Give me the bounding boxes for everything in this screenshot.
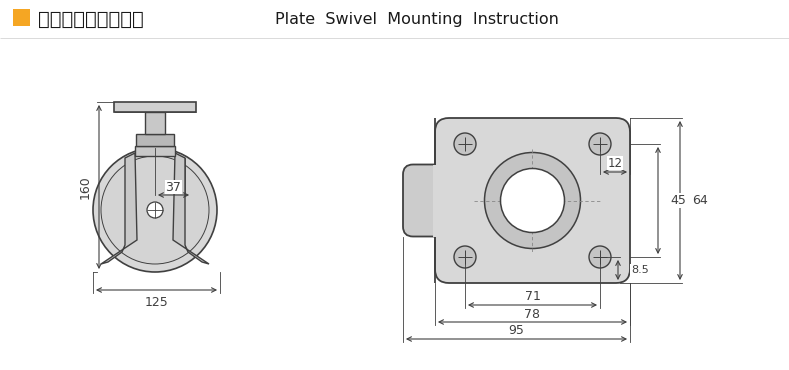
Text: 160: 160 (78, 175, 92, 199)
Text: Plate  Swivel  Mounting  Instruction: Plate Swivel Mounting Instruction (275, 11, 559, 27)
Text: 78: 78 (525, 307, 540, 320)
Text: 37: 37 (166, 181, 181, 194)
Circle shape (589, 133, 611, 155)
Text: 125: 125 (144, 296, 168, 309)
Polygon shape (101, 153, 137, 264)
Bar (114, 102, 196, 112)
Bar (13, 9, 30, 26)
FancyBboxPatch shape (435, 118, 630, 283)
Circle shape (454, 133, 476, 155)
Circle shape (500, 168, 564, 232)
Bar (145, 112, 165, 134)
Text: 45: 45 (670, 194, 686, 207)
Bar (433, 165, 451, 236)
Text: 8.5: 8.5 (631, 265, 649, 275)
Bar (135, 146, 175, 156)
Text: 平顶万向安装尺寸图: 平顶万向安装尺寸图 (38, 10, 144, 28)
Circle shape (101, 156, 209, 264)
Circle shape (93, 148, 217, 272)
Polygon shape (173, 153, 209, 264)
Text: 12: 12 (608, 157, 623, 169)
Circle shape (454, 246, 476, 268)
Circle shape (147, 202, 163, 218)
Text: 64: 64 (692, 194, 708, 207)
Circle shape (589, 246, 611, 268)
FancyBboxPatch shape (403, 165, 449, 236)
Text: 95: 95 (509, 324, 525, 337)
Bar (136, 134, 174, 146)
Text: 71: 71 (525, 290, 540, 303)
Circle shape (484, 152, 581, 249)
